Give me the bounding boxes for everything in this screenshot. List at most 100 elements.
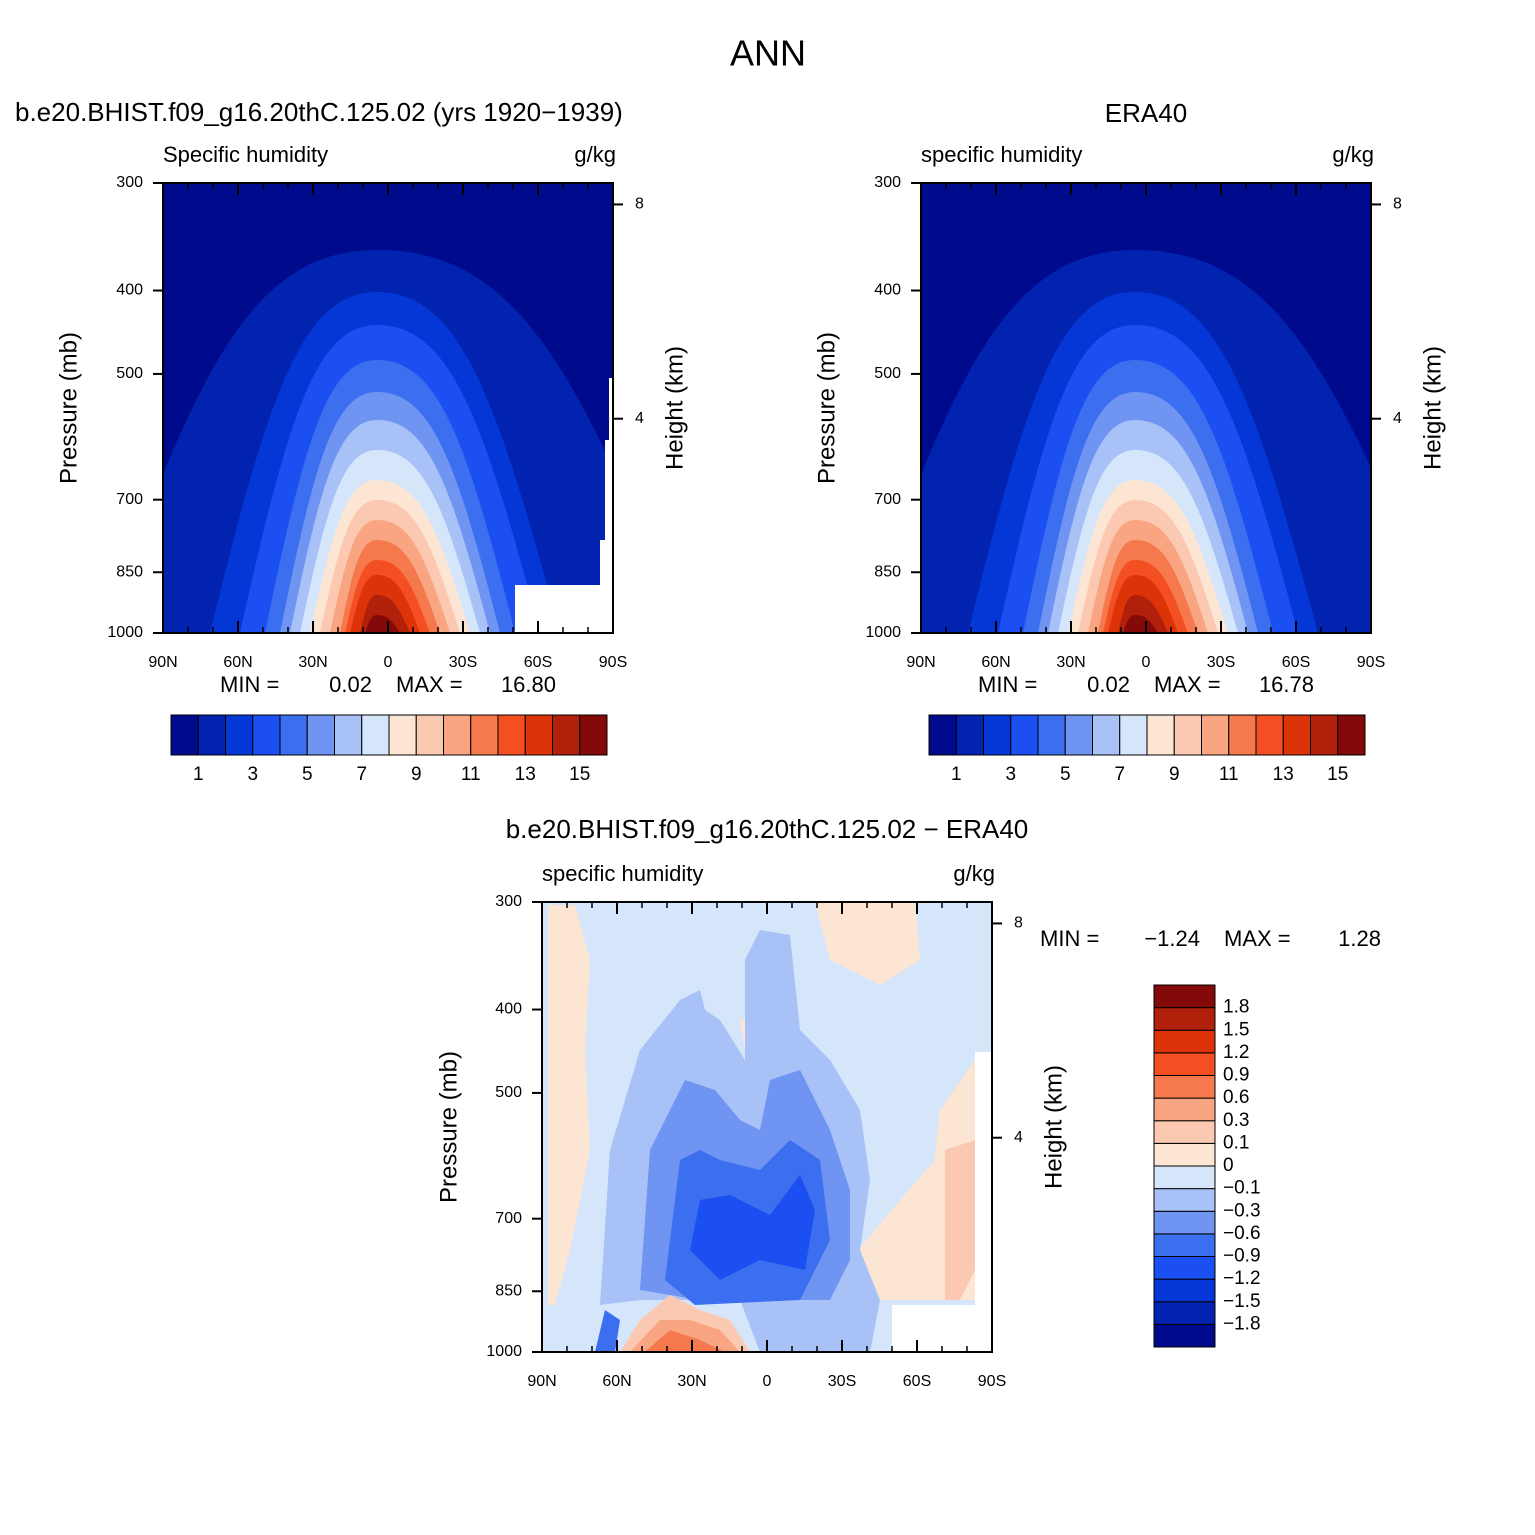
figure-title: ANN (730, 33, 806, 74)
x-tick-label: 30S (828, 1373, 856, 1390)
colorbar-label: −0.6 (1223, 1223, 1261, 1244)
x-tick-label: 0 (1142, 654, 1151, 671)
min-value: −1.24 (1144, 926, 1200, 951)
colorbar-label: 11 (461, 764, 481, 785)
y2-tick-label: 4 (635, 410, 644, 427)
x-tick-label: 60N (981, 654, 1010, 671)
x-tick-label: 0 (384, 654, 393, 671)
y-axis-label: Pressure (mb) (55, 332, 82, 484)
colorbar-box (1153, 1165, 1216, 1190)
y-tick-label: 300 (495, 893, 522, 910)
min-label: MIN = (220, 672, 279, 697)
colorbar-box (1153, 1142, 1216, 1167)
left-label: specific humidity (542, 861, 703, 886)
colorbar-label: 5 (1060, 764, 1071, 785)
y-tick-label: 400 (116, 282, 143, 299)
y-tick-label: 500 (116, 365, 143, 382)
contour-fill (595, 1310, 620, 1352)
colorbar-box (1037, 714, 1066, 756)
colorbar-box (334, 714, 363, 756)
right-label: g/kg (574, 142, 616, 167)
x-tick-label: 30S (1207, 654, 1235, 671)
y-tick-label: 300 (116, 174, 143, 191)
colorbar-box (279, 714, 308, 756)
y-tick-label: 1000 (865, 624, 901, 641)
left-label: Specific humidity (163, 142, 328, 167)
missing-data (609, 378, 613, 440)
panel-title: b.e20.BHIST.f09_g16.20thC.125.02 − ERA40 (506, 814, 1029, 844)
x-tick-label: 30N (677, 1373, 706, 1390)
colorbar-box (225, 714, 254, 756)
max-label: MAX = (396, 672, 463, 697)
colorbar-label: 9 (411, 764, 422, 785)
contour-fill (690, 1175, 815, 1280)
x-tick-label: 60S (524, 654, 552, 671)
colorbar-box (388, 714, 417, 756)
missing-data (600, 540, 613, 585)
x-tick-label: 60N (602, 1373, 631, 1390)
colorbar-label: 1 (951, 764, 962, 785)
colorbar-label: −0.1 (1223, 1178, 1261, 1199)
colorbar-box (928, 714, 957, 756)
x-tick-label: 90S (599, 654, 627, 671)
right-label: g/kg (1332, 142, 1374, 167)
max-label: MAX = (1154, 672, 1221, 697)
colorbar-box (1064, 714, 1093, 756)
colorbar-box (1153, 1097, 1216, 1122)
y-tick-label: 1000 (107, 624, 143, 641)
max-value: 16.78 (1259, 672, 1314, 697)
colorbar-label: 11 (1219, 764, 1239, 785)
colorbar-box (497, 714, 526, 756)
colorbar-box (1153, 984, 1216, 1009)
x-tick-label: 60S (903, 1373, 931, 1390)
y-tick-label: 850 (495, 1282, 522, 1299)
x-tick-label: 0 (763, 1373, 772, 1390)
colorbar-box (443, 714, 472, 756)
x-tick-label: 30S (449, 654, 477, 671)
colorbar-box (1153, 1323, 1216, 1348)
contour-fill (548, 905, 590, 1305)
y-tick-label: 400 (495, 1001, 522, 1018)
missing-data (515, 585, 613, 633)
colorbar-label: 0 (1223, 1155, 1234, 1176)
colorbar-box (1010, 714, 1039, 756)
max-label: MAX = (1224, 926, 1291, 951)
y2-tick-label: 8 (1014, 915, 1023, 932)
missing-data (975, 1052, 992, 1352)
missing-data (892, 1305, 975, 1352)
y-tick-label: 500 (874, 365, 901, 382)
colorbar-box (252, 714, 281, 756)
y-tick-label: 500 (495, 1084, 522, 1101)
colorbar-box (1153, 1188, 1216, 1212)
colorbar-box (1282, 714, 1311, 756)
colorbar-label: 1 (193, 764, 204, 785)
colorbar-box (1153, 1233, 1216, 1257)
panel-title: b.e20.BHIST.f09_g16.20thC.125.02 (yrs 19… (15, 97, 623, 127)
colorbar-label: 3 (1005, 764, 1016, 785)
colorbar-label: 7 (1114, 764, 1125, 785)
y-tick-label: 1000 (486, 1343, 522, 1360)
colorbar-box (1153, 1007, 1216, 1031)
x-tick-label: 30N (1056, 654, 1085, 671)
colorbar-box (1153, 1256, 1216, 1280)
y-tick-label: 850 (116, 563, 143, 580)
colorbar-label: 15 (569, 764, 590, 785)
contour-fill (1123, 615, 1158, 633)
colorbar-box (361, 714, 390, 756)
colorbar-label: 9 (1169, 764, 1180, 785)
colorbar-label: 0.6 (1223, 1087, 1249, 1108)
y-tick-label: 400 (874, 282, 901, 299)
colorbar-box (1119, 714, 1148, 756)
y-tick-label: 700 (116, 491, 143, 508)
y2-axis-label: Height (km) (1419, 346, 1446, 470)
contour-fill (945, 1140, 980, 1300)
y2-tick-label: 8 (635, 196, 644, 213)
colorbar-label: 13 (1273, 764, 1294, 785)
contour-field (163, 183, 613, 633)
contour-field (921, 183, 1371, 633)
colorbar-box (415, 714, 444, 756)
colorbar-label: −1.2 (1223, 1268, 1261, 1289)
max-value: 16.80 (501, 672, 556, 697)
colorbar-box (1153, 1075, 1216, 1099)
contour-fill (850, 1160, 935, 1300)
